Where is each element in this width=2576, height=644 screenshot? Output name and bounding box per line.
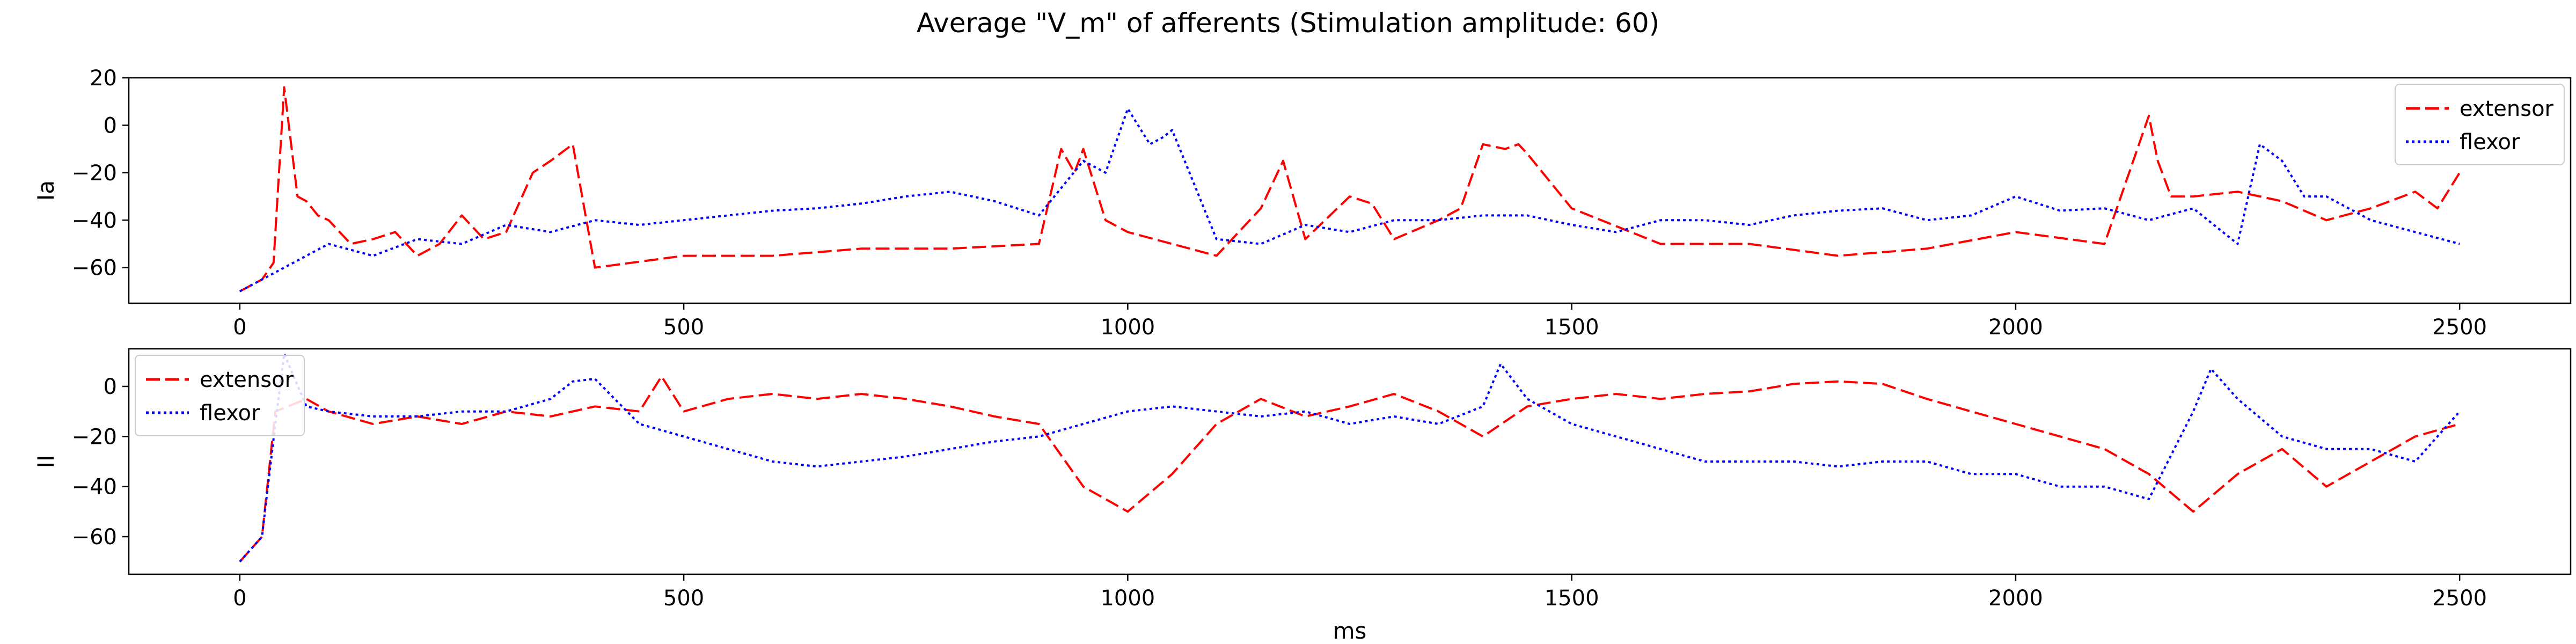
x-tick-label: 500 — [663, 586, 704, 611]
series-flexor-line — [239, 107, 2460, 292]
y-tick-label: −20 — [72, 161, 117, 186]
x-tick-label: 1500 — [1545, 315, 1599, 340]
y-axis-label: Ia — [33, 180, 59, 201]
x-tick-label: 2500 — [2432, 315, 2487, 340]
x-axis-label: ms — [1333, 618, 1367, 644]
y-tick-label: −20 — [72, 425, 117, 449]
y-tick-label: −60 — [72, 256, 117, 281]
x-tick-label: 2000 — [1988, 315, 2043, 340]
y-tick-label: −40 — [72, 208, 117, 233]
axes-frame — [128, 77, 2572, 304]
figure-title: Average "V_m" of afferents (Stimulation … — [917, 8, 1659, 39]
x-tick-label: 500 — [663, 315, 704, 340]
series-group — [239, 353, 2461, 563]
series-extensor-line — [239, 375, 2460, 563]
x-tick-label: 2500 — [2432, 586, 2487, 611]
axes-frame — [128, 348, 2572, 575]
x-tick-label: 1500 — [1545, 586, 1599, 611]
x-tick-label: 1000 — [1100, 315, 1155, 340]
y-tick-label: −40 — [72, 475, 117, 500]
ii-panel: 0 500 1000 1500 2000 2500 0 −20 −40 −60 II extensor… — [33, 348, 2572, 611]
y-axis-label: II — [33, 455, 59, 469]
series-extensor-line — [239, 86, 2461, 292]
y-tick-label: 0 — [104, 375, 117, 399]
legend-extensor-label: extensor — [200, 368, 294, 392]
x-tick-label: 0 — [233, 315, 246, 340]
legend-extensor-label: extensor — [2460, 97, 2554, 121]
ia-panel: 0 500 1000 1500 2000 2500 20 0 −20 −40 −60 Ia extens… — [33, 66, 2572, 340]
x-tick-label: 0 — [233, 586, 246, 611]
y-tick-label: 20 — [90, 66, 117, 91]
legend-box — [135, 355, 305, 436]
legend: extensor flexor — [2395, 84, 2565, 165]
legend-flexor-label: flexor — [200, 401, 260, 426]
y-tick-label: −60 — [72, 525, 117, 550]
x-tick-label: 1000 — [1100, 586, 1155, 611]
series-flexor-line — [239, 353, 2461, 563]
y-tick-label: 0 — [104, 113, 117, 138]
legend-flexor-label: flexor — [2460, 130, 2520, 155]
series-group — [239, 86, 2461, 292]
x-tick-label: 2000 — [1988, 586, 2043, 611]
legend-box — [2395, 84, 2565, 165]
legend: extensor flexor — [135, 355, 305, 436]
